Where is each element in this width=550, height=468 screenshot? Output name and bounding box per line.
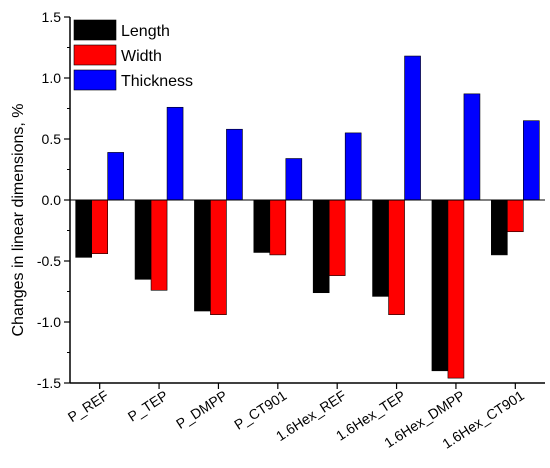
bar-thickness-3	[226, 128, 243, 201]
x-tick-label: P_TEP	[125, 387, 171, 425]
y-tick-label: 1.0	[42, 70, 62, 86]
y-tick-label: -1.0	[37, 314, 61, 330]
legend-swatch-length	[73, 19, 117, 41]
x-tick-label: P_DMPP	[173, 387, 230, 432]
bar-width-7	[447, 199, 465, 379]
bar-thickness-7	[463, 93, 481, 201]
y-tick-label: -1.5	[37, 375, 61, 391]
bar-length-5	[312, 199, 330, 294]
y-tick-label: 1.5	[42, 9, 62, 25]
bar-width-8	[507, 199, 524, 233]
legend-swatch-width	[73, 44, 117, 66]
bar-width-4	[269, 199, 287, 256]
bar-length-6	[372, 199, 389, 297]
bar-width-3	[210, 199, 227, 315]
bar-length-1	[75, 199, 92, 258]
legend-label-length: Length	[121, 23, 170, 40]
bar-length-2	[134, 199, 152, 280]
bar-width-6	[388, 199, 405, 315]
legend-swatch-thickness	[73, 69, 117, 91]
legend-label-width: Width	[121, 48, 162, 65]
legend: Length Width Thickness	[73, 19, 193, 91]
bar-length-8	[491, 199, 508, 256]
bar-width-5	[328, 199, 346, 276]
y-tick-label: 0.0	[42, 192, 62, 208]
bar-length-3	[194, 199, 211, 312]
bar-thickness-1	[107, 152, 124, 201]
legend-label-thickness: Thickness	[121, 73, 193, 90]
y-axis-title: Changes in linear dimensions, %	[10, 103, 27, 336]
bar-thickness-5	[344, 132, 362, 201]
x-tick-label: P_REF	[65, 387, 112, 425]
bar-thickness-8	[523, 120, 540, 201]
bar-thickness-6	[404, 55, 421, 201]
y-ticks: 1.5 1.0 0.5 0.0 -0.5 -1.0 -1.5	[37, 9, 70, 391]
x-ticks: P_REF P_TEP P_DMPP P_CT9011.6Hex_REF1.6Hex_…	[65, 383, 527, 452]
bar-thickness-4	[285, 158, 303, 201]
bar-thickness-2	[166, 106, 184, 201]
bar-length-4	[253, 199, 271, 253]
bar-length-7	[431, 199, 449, 372]
bar-width-2	[150, 199, 168, 291]
axes-layer	[69, 17, 545, 384]
y-tick-label: 0.5	[42, 131, 62, 147]
bar-width-1	[91, 199, 108, 254]
y-tick-label: -0.5	[37, 253, 61, 269]
bars-layer	[75, 55, 540, 379]
